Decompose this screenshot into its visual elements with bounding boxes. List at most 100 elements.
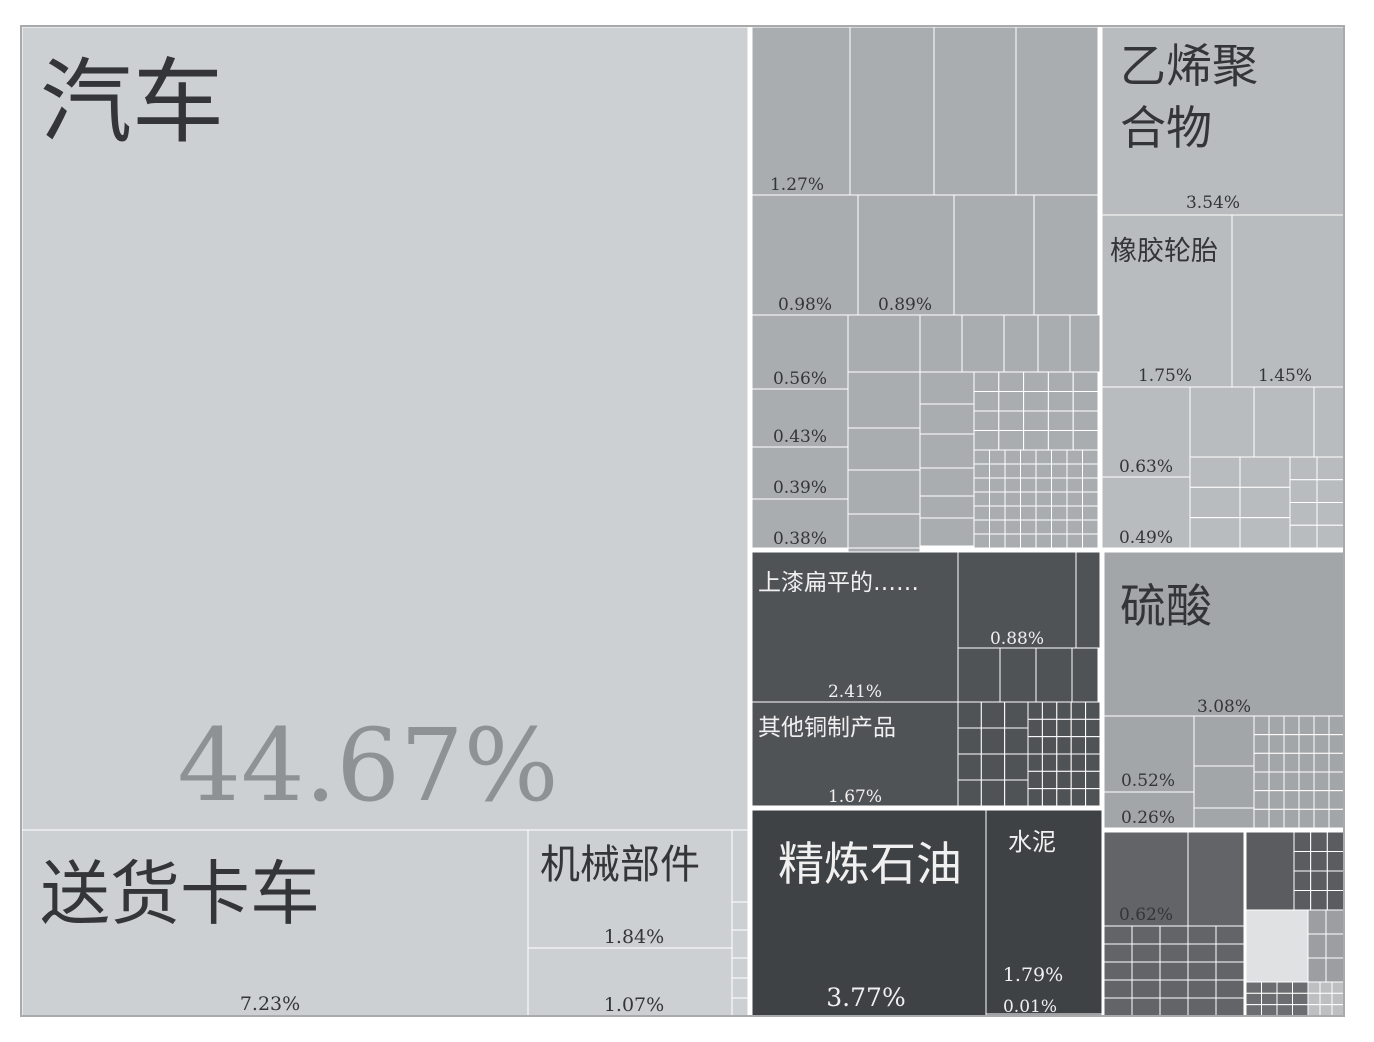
treemap-minor-cell — [1020, 477, 1037, 493]
treemap-minor-cell — [980, 701, 1006, 729]
treemap-minor-cell — [1072, 371, 1099, 392]
treemap-minor-cell — [1325, 933, 1345, 959]
treemap-minor-cell — [1072, 430, 1099, 451]
treemap-minor-cell — [1328, 752, 1345, 773]
treemap-minor-cell — [1103, 961, 1133, 981]
treemap-minor-cell — [1268, 790, 1285, 810]
treemap-minor-cell — [1328, 808, 1345, 829]
treemap-minor-cell — [1103, 979, 1133, 999]
treemap-minor-cell — [989, 519, 1006, 535]
treemap-minor-cell — [1027, 701, 1043, 720]
treemap-minor-cell — [1253, 734, 1270, 754]
treemap-minor-cell — [1085, 788, 1101, 807]
treemap-minor-cell — [1310, 851, 1328, 872]
treemap-minor-cell — [1056, 736, 1072, 755]
treemap-minor-cell — [1268, 734, 1285, 754]
treemap-minor-cell — [1041, 770, 1058, 790]
treemap-minor-cell — [1326, 870, 1345, 891]
treemap-minor-cell — [973, 410, 1000, 431]
treemap-minor-cell — [998, 371, 1025, 392]
treemap-minor-cell — [1307, 992, 1321, 1006]
treemap-minor-cell — [1298, 808, 1315, 829]
treemap-minor-cell — [1056, 718, 1072, 738]
treemap-minor-cell — [1298, 771, 1315, 792]
cell-value-machine-parts: 1.84% — [604, 926, 664, 948]
treemap-minor-cell — [847, 314, 921, 373]
treemap-minor-cell — [1276, 1004, 1293, 1017]
treemap-minor-cell — [1035, 477, 1052, 493]
treemap-minor-cell — [1313, 790, 1330, 810]
cell-value-chemicals-0.52: 0.52% — [1121, 771, 1175, 791]
cell-value-machinery: 0.98% — [778, 295, 832, 315]
treemap-minor-cell — [1082, 463, 1099, 479]
treemap-minor-cell — [1051, 519, 1068, 535]
treemap-minor-cell — [1051, 449, 1068, 465]
treemap-minor-cell — [1075, 551, 1101, 649]
treemap-minor-cell — [1187, 831, 1245, 927]
treemap-minor-cell — [1193, 765, 1255, 809]
treemap-minor-cell — [1027, 770, 1043, 790]
treemap-minor-cell — [731, 997, 749, 1017]
treemap-minor-cell — [1047, 430, 1074, 451]
treemap-minor-cell — [919, 314, 963, 373]
treemap-minor-cell — [1307, 957, 1327, 983]
cell-value-cement: 1.79% — [1003, 964, 1063, 986]
treemap-minor-cell — [1070, 788, 1087, 807]
treemap-minor-cell — [1268, 715, 1285, 736]
treemap-minor-cell — [1072, 391, 1099, 412]
treemap-minor-cell — [1328, 734, 1345, 754]
treemap-minor-cell — [1326, 890, 1345, 911]
treemap-minor-cell — [1066, 519, 1083, 535]
treemap-minor-cell — [973, 477, 990, 493]
treemap-minor-cell — [1070, 753, 1087, 772]
treemap-minor-cell — [1159, 961, 1189, 981]
treemap-minor-cell — [1187, 997, 1217, 1017]
cell-value-plastics-0.63: 0.63% — [1119, 457, 1173, 477]
treemap-minor-cell — [1331, 1004, 1345, 1017]
treemap-minor-cell — [1325, 957, 1345, 983]
treemap-minor-cell — [1292, 981, 1309, 994]
cell-value-ethylene-polymers: 3.54% — [1186, 193, 1240, 213]
treemap-minor-cell — [1215, 979, 1245, 999]
treemap-minor-cell — [1245, 909, 1309, 983]
treemap-minor-cell — [1189, 456, 1241, 488]
cell-label-coated-flat: 上漆扁平的…… — [758, 570, 919, 596]
treemap-minor-cell — [1215, 997, 1245, 1017]
treemap-minor-cell — [1316, 456, 1345, 481]
treemap-minor-cell — [1047, 410, 1074, 431]
treemap-minor-cell — [1268, 808, 1285, 829]
treemap-minor-cell — [1189, 386, 1255, 458]
cell-value-rubber-tires: 1.75% — [1138, 366, 1192, 386]
treemap-minor-cell — [1253, 771, 1270, 792]
treemap-minor-cell — [973, 430, 1000, 451]
treemap-minor-cell — [1245, 1004, 1262, 1017]
treemap-minor-cell — [1307, 981, 1321, 994]
cell-value-mineral-0.01: 0.01% — [1003, 997, 1057, 1017]
treemap-minor-cell — [1245, 831, 1295, 911]
treemap-minor-cell — [1103, 997, 1133, 1017]
treemap-minor-cell — [731, 829, 749, 903]
treemap-minor-cell — [1004, 477, 1021, 493]
treemap-minor-cell — [973, 449, 990, 465]
treemap-minor-cell — [847, 371, 921, 429]
cell-chemicals-0.52 — [1103, 715, 1195, 793]
treemap-minor-cell — [1023, 391, 1049, 412]
treemap-minor-cell — [1069, 314, 1101, 373]
treemap-minor-cell — [1316, 524, 1345, 549]
cell-label-machine-parts: 机械部件 — [540, 842, 700, 888]
treemap-minor-cell — [1253, 752, 1270, 773]
treemap-minor-cell — [1035, 519, 1052, 535]
treemap-minor-cell — [1004, 449, 1021, 465]
treemap-minor-cell — [1215, 961, 1245, 981]
treemap-minor-cell — [973, 463, 990, 479]
treemap-minor-cell — [919, 433, 975, 469]
treemap-minor-cell — [1159, 997, 1189, 1017]
treemap-minor-cell — [980, 727, 1006, 755]
treemap-minor-cell — [1328, 715, 1345, 736]
cell-label-rubber-tires: 橡胶轮胎 — [1110, 236, 1218, 267]
treemap-minor-cell — [1103, 943, 1133, 963]
treemap-minor-cell — [1215, 925, 1245, 945]
treemap-minor-cell — [1328, 771, 1345, 792]
treemap-minor-cell — [1051, 463, 1068, 479]
treemap-minor-cell — [731, 977, 749, 999]
